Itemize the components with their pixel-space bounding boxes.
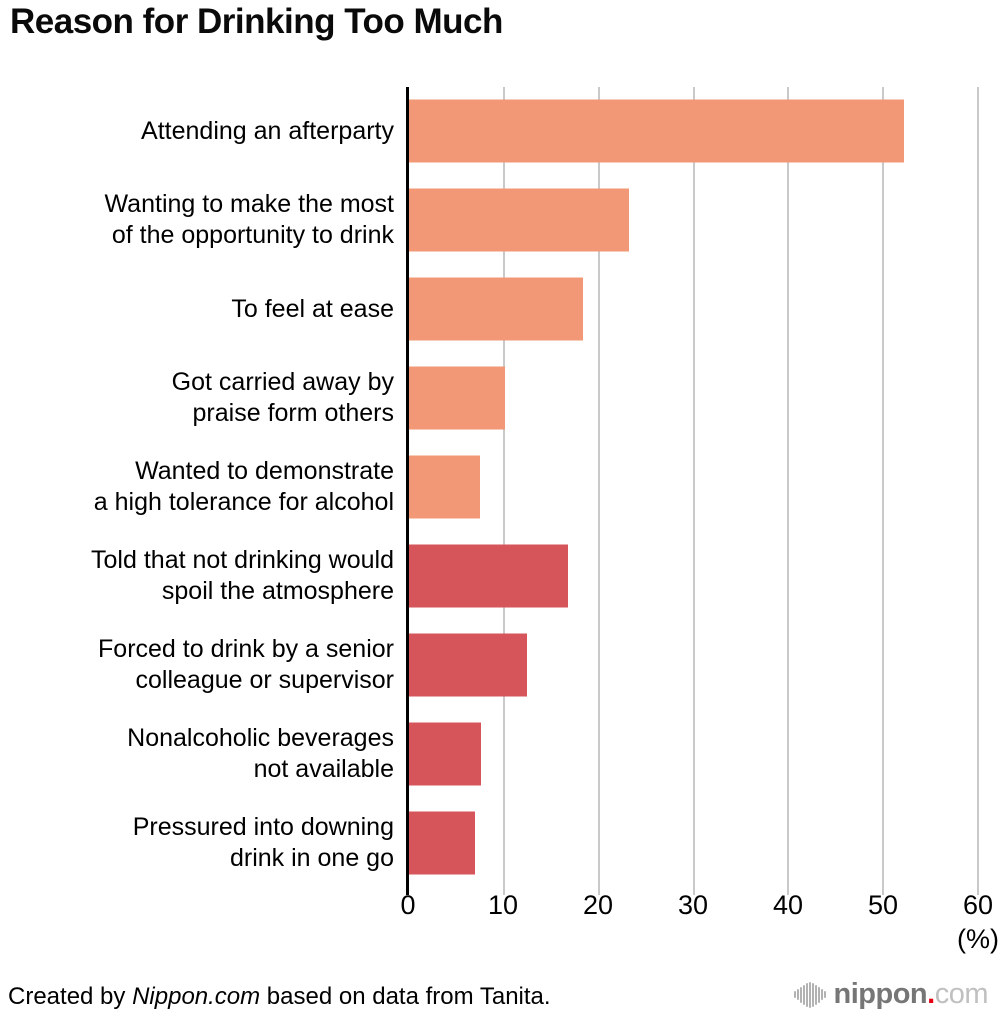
x-tick-label: 30 bbox=[677, 890, 709, 920]
chart-title: Reason for Drinking Too Much bbox=[10, 2, 503, 41]
bar-row bbox=[409, 176, 978, 265]
bar bbox=[409, 722, 482, 786]
bar-row bbox=[409, 354, 978, 443]
gridline bbox=[787, 87, 790, 895]
bar-row bbox=[409, 531, 978, 620]
bar bbox=[409, 277, 584, 341]
x-tick-label: 10 bbox=[487, 890, 519, 920]
category-label: To feel at ease bbox=[231, 294, 394, 323]
x-tick-label: 20 bbox=[582, 890, 614, 920]
bar-row bbox=[409, 620, 978, 709]
category-label: Wanting to make the most of the opportun… bbox=[104, 190, 394, 250]
gridline bbox=[597, 87, 600, 895]
plot-area bbox=[409, 87, 979, 895]
bar-row bbox=[409, 87, 978, 176]
x-tick-label: 60 bbox=[962, 890, 994, 920]
x-tick-label: 50 bbox=[867, 890, 899, 920]
category-label: Told that not drinking would spoil the a… bbox=[91, 545, 394, 605]
category-labels: Attending an afterparty Wanting to make t… bbox=[0, 87, 394, 887]
bar bbox=[409, 366, 505, 430]
credit-prefix: Created by bbox=[8, 983, 133, 1010]
bar bbox=[409, 544, 569, 608]
category-label: Pressured into downing drink in one go bbox=[132, 812, 394, 872]
category-label: Got carried away by praise form others bbox=[171, 368, 394, 428]
bar bbox=[409, 633, 527, 697]
bar-row bbox=[409, 443, 978, 532]
category-label: Attending an afterparty bbox=[141, 116, 394, 145]
bar-rows bbox=[409, 87, 978, 887]
credit-source: Nippon.com bbox=[132, 983, 261, 1010]
category-label: Wanted to demonstrate a high tolerance f… bbox=[93, 457, 394, 516]
grid-layer bbox=[409, 87, 979, 895]
gridline bbox=[882, 87, 885, 895]
credit-suffix: based on data from Tanita. bbox=[260, 983, 551, 1010]
y-axis-line bbox=[406, 87, 409, 895]
x-tick-label: 40 bbox=[772, 890, 804, 920]
category-label: Nonalcoholic beverages not available bbox=[127, 723, 394, 783]
gridline bbox=[692, 87, 695, 895]
bar bbox=[409, 188, 629, 252]
gridline bbox=[502, 87, 505, 895]
bar-row bbox=[409, 265, 978, 354]
soundwave-bars-icon bbox=[793, 981, 826, 1009]
x-axis-unit-label: (%) bbox=[957, 924, 999, 954]
logo-text-tld: com bbox=[934, 978, 989, 1010]
bar bbox=[409, 99, 905, 163]
bar-row bbox=[409, 709, 978, 798]
bar bbox=[409, 455, 481, 519]
credit-line: Created by Nippon.com based on data from… bbox=[8, 983, 551, 1011]
logo-text-main: nippon bbox=[833, 978, 928, 1010]
x-tick-label: 0 bbox=[400, 890, 416, 920]
nippon-logo-text: nippon.com bbox=[834, 978, 989, 1011]
bar-row bbox=[409, 798, 978, 887]
logo-text-dot: . bbox=[927, 978, 935, 1010]
nippon-logo: nippon.com bbox=[793, 978, 989, 1011]
gridline bbox=[977, 87, 979, 895]
x-axis-ticks: 0 10 20 30 40 50 60 bbox=[400, 890, 993, 920]
bar bbox=[409, 811, 476, 875]
category-label: Forced to drink by a senior colleague or… bbox=[98, 634, 394, 694]
